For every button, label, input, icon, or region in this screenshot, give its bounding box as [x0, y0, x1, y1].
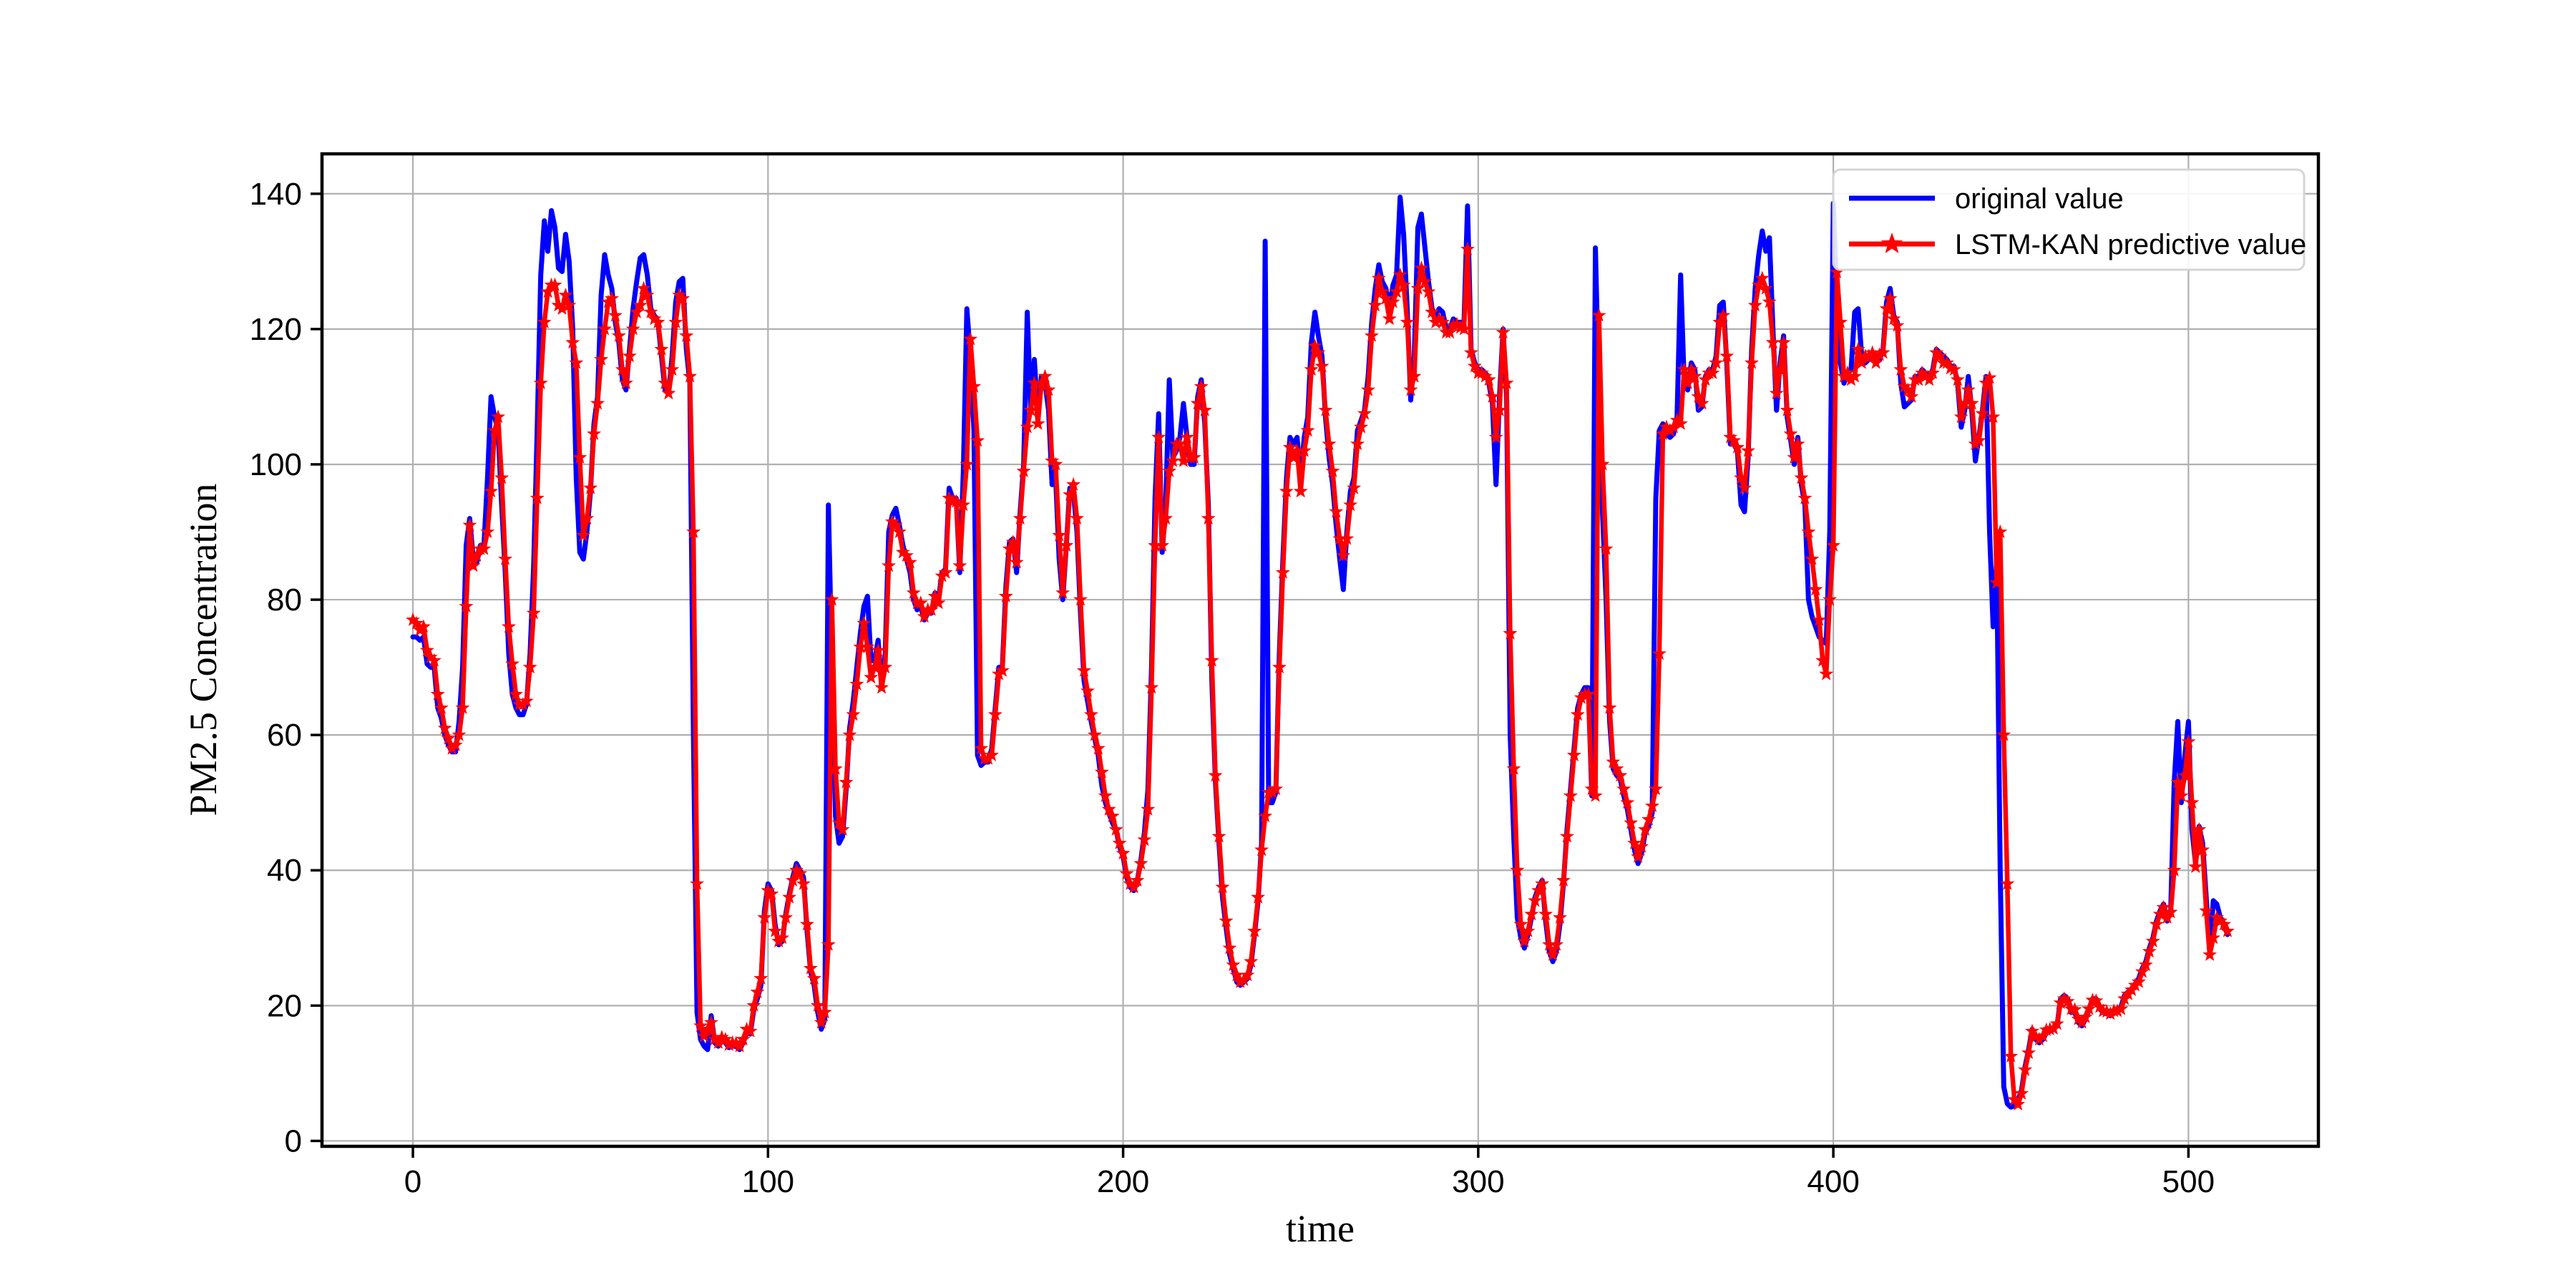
x-tick-label: 100	[742, 1164, 794, 1199]
y-tick-label: 120	[250, 312, 302, 347]
axis-ticks: 0 100 200 300 400 500 0 20 40 60 80 100 120 140	[250, 177, 2215, 1199]
y-tick-label: 60	[267, 718, 302, 753]
y-tick-label: 40	[267, 853, 302, 888]
data-series	[406, 195, 2235, 1111]
legend-original-label: original value	[1955, 183, 2124, 215]
legend-star-icon	[1880, 233, 1903, 253]
plot-border	[320, 152, 2321, 1148]
x-tick-label: 200	[1097, 1164, 1149, 1199]
gridlines	[322, 154, 2318, 1146]
legend-box	[1832, 168, 2306, 271]
y-axis-title: PM2.5 Concentration	[182, 484, 225, 816]
y-tick-label: 20	[267, 988, 302, 1023]
legend-predictive-label: LSTM-KAN predictive value	[1955, 229, 2306, 260]
legend: original value LSTM-KAN predictive value	[1832, 168, 2306, 271]
y-tick-label: 80	[267, 582, 302, 618]
x-tick-label: 500	[2162, 1164, 2215, 1199]
y-tick-label: 0	[285, 1123, 302, 1158]
x-tick-label: 400	[1807, 1164, 1859, 1199]
x-axis-title: time	[1286, 1207, 1355, 1250]
y-tick-label: 140	[250, 177, 302, 212]
x-tick-label: 300	[1452, 1164, 1504, 1199]
y-tick-label: 100	[250, 447, 302, 482]
x-tick-label: 0	[404, 1164, 421, 1199]
